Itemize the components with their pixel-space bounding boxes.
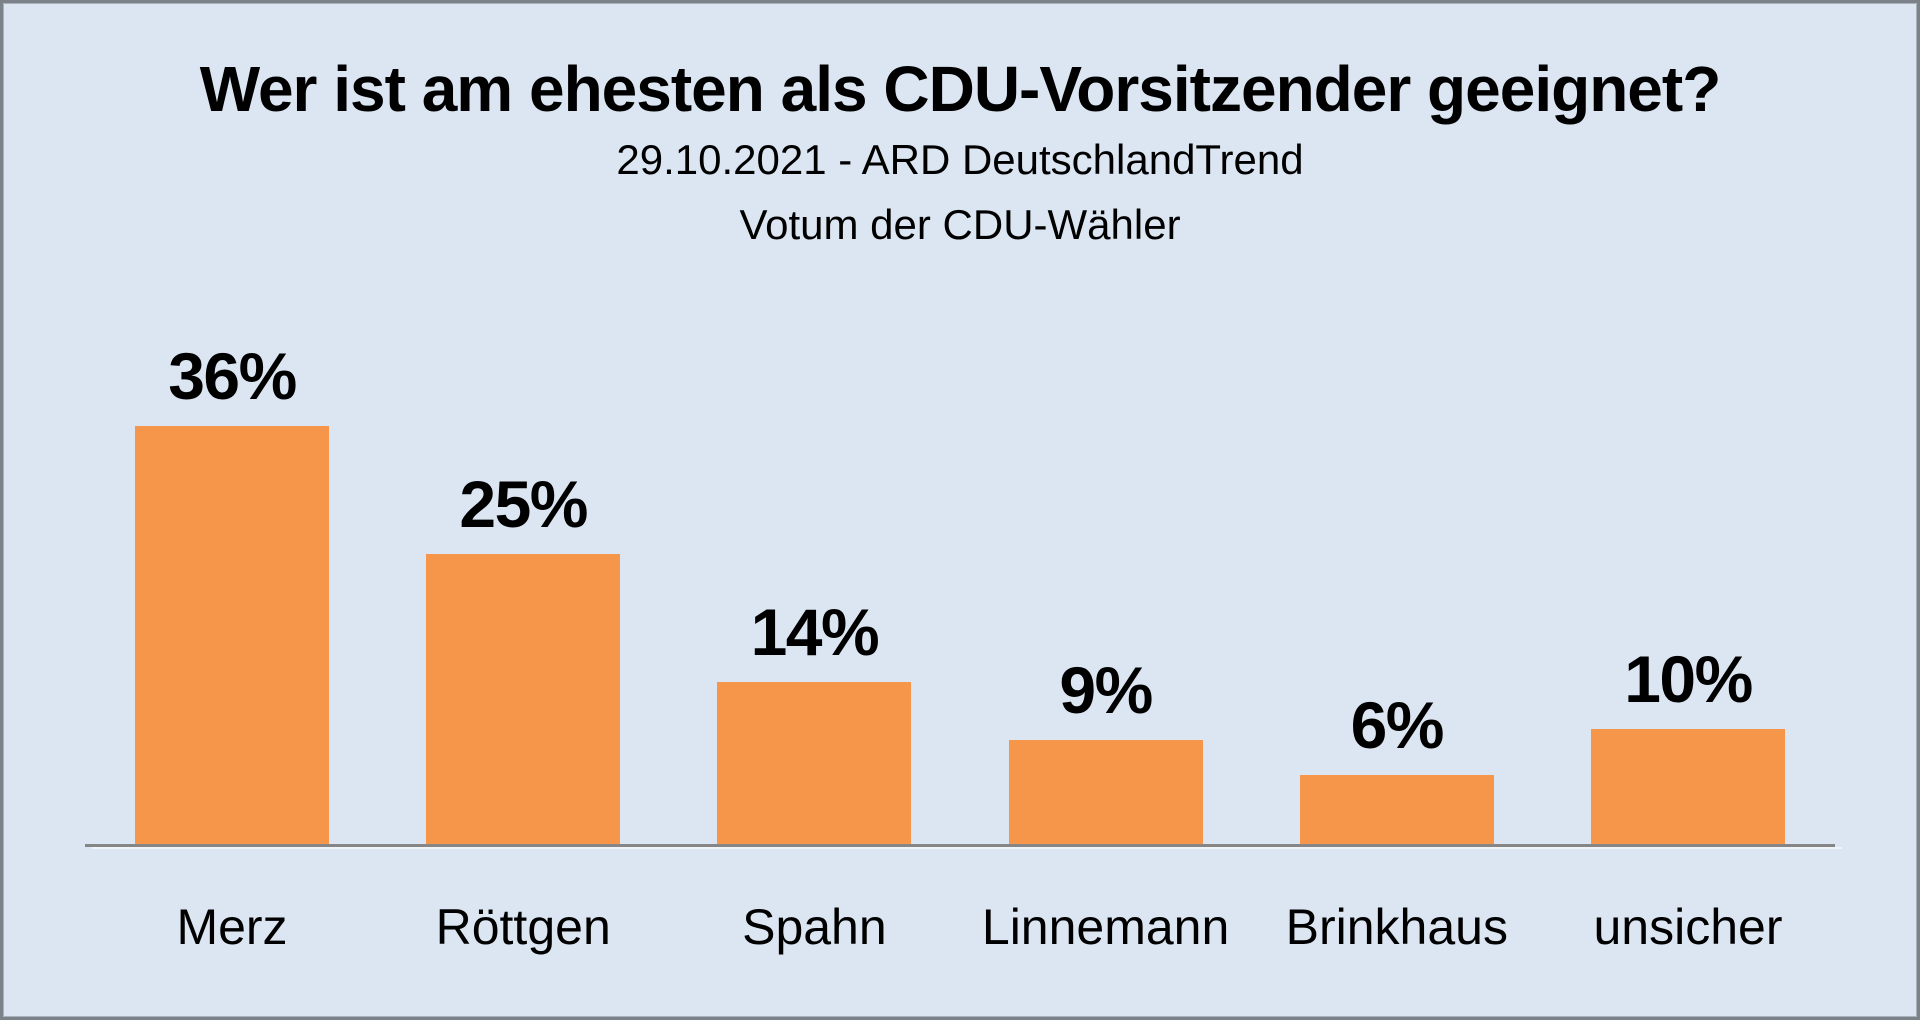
value-label-r-ttgen: 25% [459, 467, 588, 541]
bar-r-ttgen [426, 554, 620, 845]
bar-unsicher [1591, 729, 1785, 845]
category-label-linnemann: Linnemann [981, 899, 1230, 955]
value-label-linnemann: 9% [1059, 653, 1153, 727]
value-label-brinkhaus: 6% [1350, 688, 1445, 762]
category-label-merz: Merz [176, 899, 288, 955]
chart-title: Wer ist am ehesten als CDU-Vorsitzender … [199, 53, 1722, 125]
value-label-merz: 36% [168, 339, 297, 413]
category-label-brinkhaus: Brinkhaus [1285, 899, 1508, 955]
chart-subtitle: 29.10.2021 - ARD DeutschlandTrend Votum … [0, 127, 1920, 257]
bar-merz [135, 426, 329, 845]
category-label-r-ttgen: Röttgen [435, 899, 611, 955]
bar-brinkhaus [1300, 775, 1494, 845]
x-axis-line-highlight [92, 847, 1842, 849]
category-label-unsicher: unsicher [1593, 899, 1783, 955]
category-label-spahn: Spahn [742, 899, 887, 955]
bar-linnemann [1009, 740, 1203, 845]
x-axis-line [85, 844, 1835, 847]
bar-spahn [717, 682, 911, 845]
value-label-spahn: 14% [750, 595, 880, 669]
value-label-unsicher: 10% [1624, 642, 1753, 716]
chart-subtitle-line1: 29.10.2021 - ARD DeutschlandTrend [616, 136, 1304, 183]
chart-subtitle-line2: Votum der CDU-Wähler [739, 201, 1181, 249]
